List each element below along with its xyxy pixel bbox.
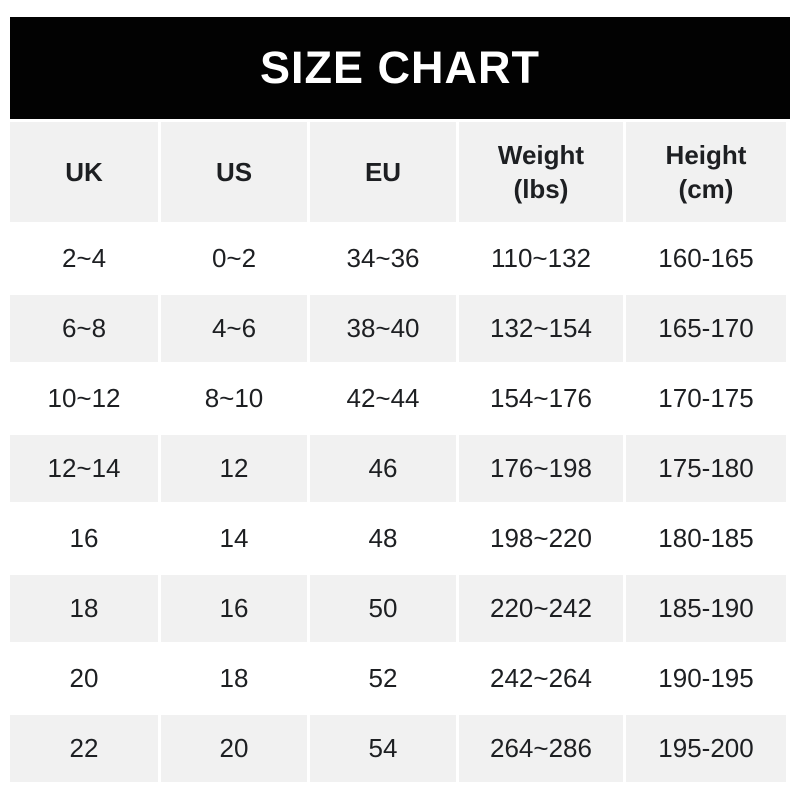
table-row: 16 14 48 198~220 180-185 [10,505,786,572]
table-cell: 20 [161,715,307,782]
table-cell: 154~176 [459,365,623,432]
table-cell: 18 [161,645,307,712]
table-cell: 0~2 [161,225,307,292]
table-cell: 2~4 [10,225,158,292]
table-cell: 8~10 [161,365,307,432]
title-banner: SIZE CHART [10,17,790,119]
column-header: US [161,122,307,222]
column-header-unit: (lbs) [513,174,569,204]
size-chart-table: UK US EU Weight (lbs) Height (cm) 2~4 0~2 34~36 1… [7,119,789,785]
table-cell: 4~6 [161,295,307,362]
table-row: 6~8 4~6 38~40 132~154 165-170 [10,295,786,362]
table-cell: 16 [10,505,158,572]
table-cell: 110~132 [459,225,623,292]
column-header-label: EU [364,157,402,187]
column-header: UK [10,122,158,222]
table-cell: 6~8 [10,295,158,362]
column-header: Height (cm) [626,122,786,222]
table-cell: 38~40 [310,295,456,362]
column-header-label: US [215,157,253,187]
table-cell: 185-190 [626,575,786,642]
table-row: 18 16 50 220~242 185-190 [10,575,786,642]
table-row: 2~4 0~2 34~36 110~132 160-165 [10,225,786,292]
column-header-label: Height [665,140,747,170]
table-cell: 12~14 [10,435,158,502]
table-cell: 10~12 [10,365,158,432]
table-cell: 34~36 [310,225,456,292]
table-cell: 175-180 [626,435,786,502]
table-row: 20 18 52 242~264 190-195 [10,645,786,712]
table-cell: 264~286 [459,715,623,782]
table-cell: 198~220 [459,505,623,572]
table-cell: 195-200 [626,715,786,782]
table-cell: 220~242 [459,575,623,642]
table-header-row: UK US EU Weight (lbs) Height (cm) [10,122,786,222]
table-cell: 18 [10,575,158,642]
table-cell: 160-165 [626,225,786,292]
column-header-label: UK [65,157,103,187]
table-cell: 48 [310,505,456,572]
table-row: 10~12 8~10 42~44 154~176 170-175 [10,365,786,432]
table-cell: 12 [161,435,307,502]
table-cell: 132~154 [459,295,623,362]
column-header-label: Weight [497,140,585,170]
table-cell: 46 [310,435,456,502]
column-header: Weight (lbs) [459,122,623,222]
table-cell: 180-185 [626,505,786,572]
table-cell: 16 [161,575,307,642]
size-table-body: 2~4 0~2 34~36 110~132 160-165 6~8 4~6 38~40 132~… [10,225,786,782]
column-header: EU [310,122,456,222]
table-cell: 190-195 [626,645,786,712]
table-row: 22 20 54 264~286 195-200 [10,715,786,782]
page-title: SIZE CHART [260,42,540,93]
table-cell: 22 [10,715,158,782]
column-header-unit: (cm) [678,174,734,204]
table-cell: 52 [310,645,456,712]
table-cell: 170-175 [626,365,786,432]
table-cell: 165-170 [626,295,786,362]
table-row: 12~14 12 46 176~198 175-180 [10,435,786,502]
table-cell: 50 [310,575,456,642]
table-cell: 176~198 [459,435,623,502]
table-cell: 20 [10,645,158,712]
table-cell: 54 [310,715,456,782]
table-cell: 242~264 [459,645,623,712]
table-cell: 42~44 [310,365,456,432]
table-cell: 14 [161,505,307,572]
